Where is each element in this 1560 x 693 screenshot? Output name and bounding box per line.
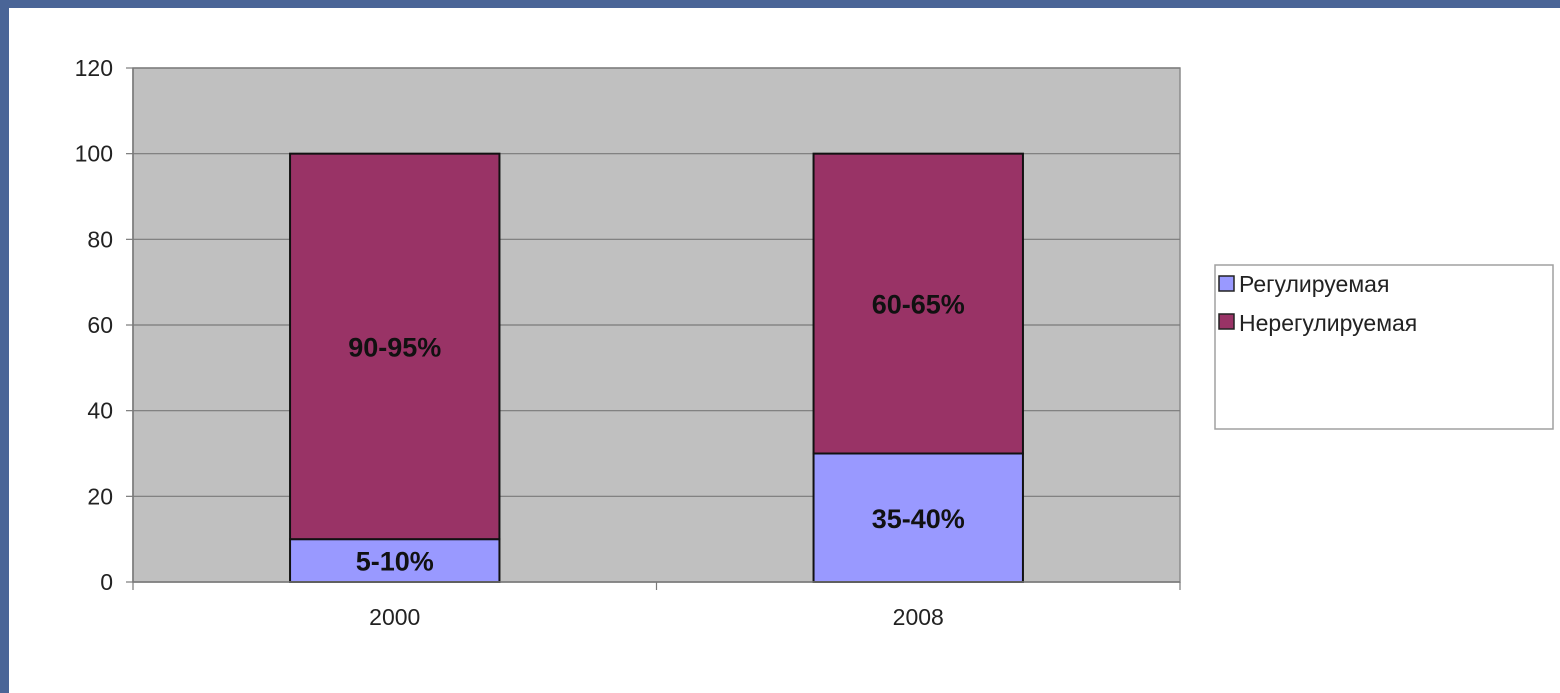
y-tick-label: 0 xyxy=(100,569,113,595)
axes xyxy=(126,67,1181,590)
legend-swatch-regulated xyxy=(1218,275,1235,292)
data-label: 90-95% xyxy=(348,332,441,362)
x-tick-label: 2008 xyxy=(893,604,944,630)
legend-box xyxy=(1214,264,1554,430)
y-tick-label: 20 xyxy=(87,483,113,509)
y-tick-label: 100 xyxy=(75,141,113,167)
legend-swatch-unregulated xyxy=(1218,313,1235,330)
legend-label-unregulated: Нерегулируемая xyxy=(1239,310,1417,336)
data-label: 60-65% xyxy=(872,290,965,320)
legend: Регулируемая Нерегулируемая xyxy=(1214,264,1554,430)
bars xyxy=(289,152,1024,584)
y-tick-label: 80 xyxy=(87,226,113,252)
x-tick-label: 2000 xyxy=(369,604,420,630)
y-tick-label: 120 xyxy=(75,55,113,81)
data-labels: 5-10% 90-95% 35-40% 60-65% xyxy=(348,290,965,577)
y-tick-label: 60 xyxy=(87,312,113,338)
y-tick-labels: 0 20 40 60 80 100 120 xyxy=(75,55,113,595)
data-label: 5-10% xyxy=(356,547,434,577)
data-label: 35-40% xyxy=(872,504,965,534)
x-tick-labels: 2000 2008 xyxy=(369,604,944,630)
y-tick-label: 40 xyxy=(87,398,113,424)
bar-segment xyxy=(289,152,501,541)
bar-segment xyxy=(812,152,1024,455)
legend-label-regulated: Регулируемая xyxy=(1239,271,1389,297)
